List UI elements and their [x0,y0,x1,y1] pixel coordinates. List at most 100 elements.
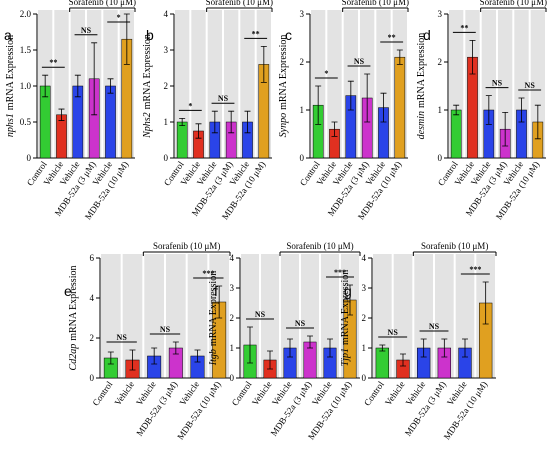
background-column [435,254,454,378]
background-column [455,254,475,378]
bar [176,121,188,159]
background-column [530,10,545,158]
background-column [498,10,513,158]
error-bar [58,108,65,121]
error-bar [216,285,223,319]
y-tick-label: 0 [300,153,305,163]
error-bar [331,121,338,137]
error-bar [469,40,476,75]
y-axis-label: Tjp1 mRNA Expression [340,270,351,367]
panel-letter: c [285,27,292,43]
y-axis-label: desmin mRNA Expression [416,33,427,140]
y-tick-label: 2.0 [20,9,32,19]
y-axis-label: Cd2ap mRNA Expression [68,266,79,371]
group-label: Sorafenib (10 μM) [421,241,488,251]
significance-label: NS [429,322,440,331]
panel: g Sorafenib (10 μM) 0 1 2 3 4 Tjp1 mRNA Expressi… [340,241,497,442]
y-tick-label: 0 [230,373,235,383]
error-bar [347,80,354,111]
y-tick-label: 0 [164,153,169,163]
y-tick-label: 3 [362,283,367,293]
y-tick-label: 1 [438,105,443,115]
error-bar [518,97,525,123]
error-bar [420,338,427,358]
error-bar [91,42,98,116]
error-bar [364,73,371,123]
y-tick-label: 1 [164,117,169,127]
y-label-text: mRNA Expression [416,33,427,108]
group-label: Sorafenib (10 μM) [153,241,220,251]
error-bar [74,74,81,98]
panel: f Sorafenib (10 μM) 0 1 2 3 4 Itgb mRNA Expressi… [208,241,361,442]
significance-label: ** [388,33,396,42]
error-bar [379,344,386,352]
panel-letter: e [64,283,72,299]
y-tick-label: 4 [90,293,95,303]
significance-label: NS [255,310,266,319]
y-tick-label: 6 [90,253,95,263]
y-label-text: mRNA Expression [142,34,153,109]
significance-label: NS [117,333,128,342]
group-label: Sorafenib (10 μM) [286,241,353,251]
significance-label: NS [388,328,399,337]
significance-label: NS [218,94,229,103]
background-column [327,10,342,158]
y-tick-label: 3 [230,283,235,293]
bar [105,85,116,159]
significance-label: *** [469,265,481,274]
error-bar [534,104,541,140]
background-column [166,254,186,378]
y-tick-label: 1.5 [20,45,32,55]
background-column [373,254,392,378]
group-label: Sorafenib (10 μM) [480,0,547,7]
background-column [393,254,413,378]
panel: e Sorafenib (10 μM) 0 2 4 6 Cd2ap mRNA Expressi… [64,241,231,442]
bar [375,347,389,379]
error-bar [228,110,235,134]
y-tick-label: 2 [164,81,169,91]
y-tick-label: 1 [362,343,367,353]
significance-label: NS [295,319,306,328]
x-tick-label: MDB-52a (10 μM) [175,379,223,441]
error-bar [502,112,509,147]
error-bar [396,49,403,65]
panel-letter: a [4,27,12,43]
background-column [281,254,299,378]
y-label-text: mRNA Expression [68,266,79,341]
error-bar [400,353,406,367]
bar [394,56,406,159]
x-tick-label: MDB-52a (3 μM) [134,379,179,437]
gene-name: Nphs2 [142,112,153,139]
y-tick-label: 0 [438,153,443,163]
significance-label: ** [252,29,260,38]
error-bar [42,74,49,98]
background-column [101,254,121,378]
y-tick-label: 1 [230,343,235,353]
background-column [122,254,143,378]
y-tick-label: 0 [27,153,32,163]
background-column [224,10,239,158]
y-axis-label: nphs1 mRNA Expression [5,35,16,137]
panel-letter: f [214,283,218,299]
background-column [240,10,255,158]
error-bar [347,284,353,316]
significance-label: * [117,13,121,22]
y-tick-label: 0 [90,373,95,383]
error-bar [151,347,158,365]
error-bar [315,85,322,125]
group-label: Sorafenib (10 μM) [69,0,136,7]
significance-label: * [188,101,192,110]
y-tick-label: 4 [164,9,169,19]
background-column [261,254,279,378]
background-column [191,10,206,158]
y-axis-label: Itgb mRNA Expression [208,271,219,366]
significance-label: NS [525,81,536,90]
x-tick-label: MDB-52a (3 μM) [403,379,448,437]
panel: c Sorafenib (10 μM) 0 1 2 3 Synpo mRNA Expressi… [278,0,409,222]
x-tick-label: Control [90,379,114,408]
error-bar [267,350,273,370]
error-bar [453,104,460,116]
gene-name: nphs1 [5,113,16,137]
background-column [414,254,433,378]
